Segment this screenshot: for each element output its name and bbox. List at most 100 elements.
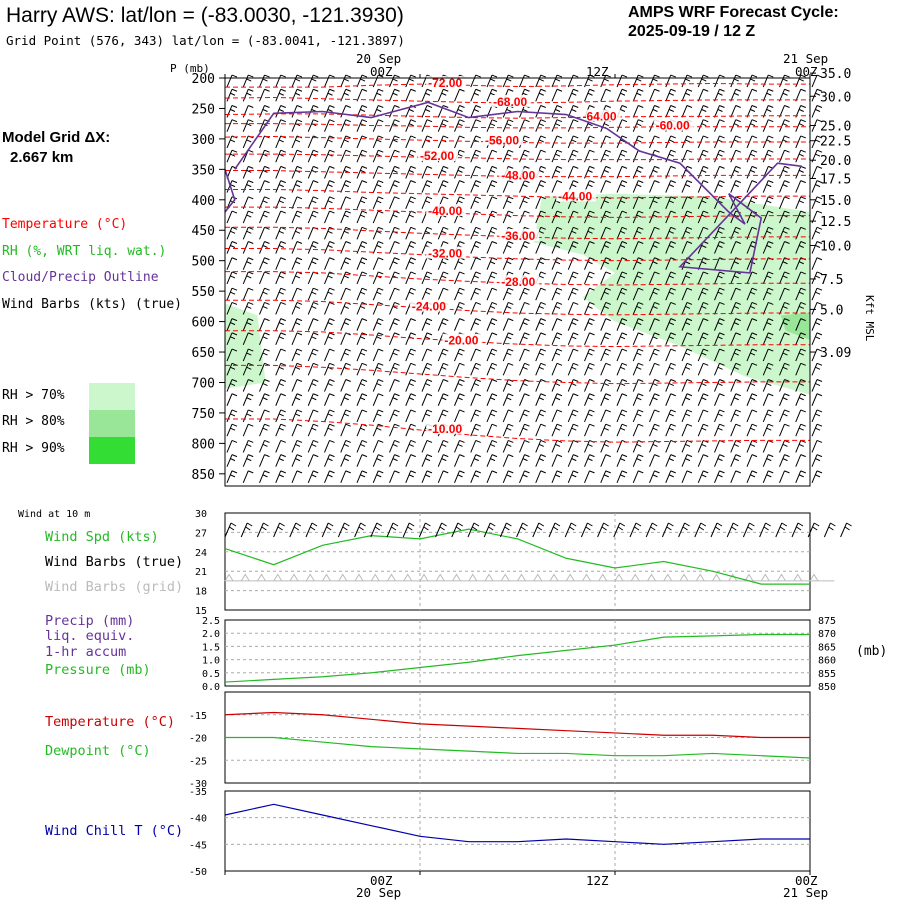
barb-staff xyxy=(324,363,330,376)
temp-panel-frame xyxy=(224,691,811,784)
barb-flag xyxy=(751,318,758,322)
barb-staff xyxy=(307,393,314,406)
barb-staff xyxy=(372,271,379,285)
barb-flag xyxy=(605,226,611,230)
wind-barb xyxy=(486,379,498,392)
barb-flag xyxy=(768,454,774,458)
barb-flag xyxy=(556,119,563,123)
barb-flag xyxy=(361,88,368,92)
barb-staff xyxy=(405,241,412,254)
wind-barb xyxy=(405,210,416,224)
label-wind-barbs-true: Wind Barbs (true) xyxy=(45,554,184,570)
barb-flag xyxy=(361,393,368,397)
wind-barb xyxy=(486,362,498,376)
barb-flag xyxy=(344,139,349,143)
barb-staff xyxy=(389,424,395,437)
barb-staff xyxy=(372,454,379,467)
wind-barb xyxy=(226,241,238,254)
wind-barb xyxy=(811,332,823,346)
precip-tick-label: 0.5 xyxy=(202,669,220,680)
barb-staff xyxy=(681,318,688,331)
barb-staff xyxy=(746,149,753,163)
barb-staff xyxy=(470,74,477,88)
barb-flag xyxy=(638,393,644,397)
barb-flag xyxy=(280,348,286,352)
barb-flag xyxy=(426,180,433,184)
wind-barb xyxy=(502,196,514,210)
wind-barb xyxy=(242,119,254,132)
wind-barb xyxy=(340,105,351,118)
barb-flag xyxy=(669,458,674,462)
barb-flag xyxy=(652,78,658,82)
pressure-tick-label: 800 xyxy=(192,437,215,452)
wind-barb xyxy=(779,318,790,331)
wind-barb xyxy=(600,332,611,346)
barb-staff xyxy=(600,379,607,392)
wind-barb xyxy=(291,318,303,331)
barb-staff xyxy=(535,363,542,376)
wind-barb xyxy=(307,271,319,285)
surface-wind-barb xyxy=(305,522,318,538)
surface-wind-barb xyxy=(483,522,496,538)
wind-barb xyxy=(242,379,254,392)
wind-barb xyxy=(649,74,660,88)
barb-flag xyxy=(376,366,382,370)
barb-flag xyxy=(768,135,774,139)
barb-staff xyxy=(632,135,639,149)
wind-barb xyxy=(730,379,741,392)
barb-flag xyxy=(768,287,774,291)
label-liq-equiv: liq. equiv. xyxy=(45,628,135,644)
wind-barb xyxy=(405,88,416,102)
barb-flag xyxy=(620,230,626,234)
barb-staff xyxy=(389,196,395,210)
barb-flag xyxy=(262,336,268,340)
barb-flag xyxy=(751,135,758,139)
barb-staff xyxy=(502,210,509,224)
wind-barb xyxy=(356,439,368,453)
barb-staff xyxy=(356,119,363,132)
barb-staff xyxy=(421,180,428,193)
barb-flag xyxy=(264,105,270,108)
wind-barb xyxy=(307,119,319,132)
barb-flag xyxy=(734,443,739,447)
barb-staff xyxy=(502,105,509,118)
barb-staff xyxy=(811,348,818,362)
barb-flag xyxy=(524,470,530,474)
barb-flag xyxy=(540,362,546,366)
wind-barb xyxy=(470,409,481,423)
barb-staff xyxy=(551,241,558,254)
wind-barb xyxy=(714,379,725,392)
wind-barb xyxy=(454,318,465,331)
barb-flag xyxy=(816,379,823,382)
barb-flag xyxy=(670,135,676,139)
wind-barb xyxy=(730,180,741,193)
barb-staff xyxy=(567,440,574,453)
wind-barb xyxy=(714,362,725,376)
barb-staff xyxy=(811,393,818,406)
wind-barb xyxy=(275,439,286,453)
barb-staff xyxy=(502,74,509,88)
wind-barb xyxy=(389,271,400,285)
barb-flag xyxy=(326,526,332,531)
barb-flag xyxy=(506,427,512,431)
barb-flag xyxy=(734,92,739,96)
barb-staff xyxy=(389,440,395,453)
wind-barb xyxy=(714,348,725,362)
barb-flag xyxy=(751,196,758,200)
barb-flag xyxy=(800,379,806,382)
barb-flag xyxy=(669,322,674,326)
barb-staff xyxy=(372,257,379,270)
barb-flag xyxy=(474,139,479,143)
wind-barb xyxy=(389,301,400,315)
barb-flag xyxy=(703,454,709,458)
barb-flag xyxy=(573,105,579,108)
barb-staff xyxy=(762,318,769,331)
barb-staff xyxy=(340,287,347,301)
barb-flag xyxy=(703,470,709,474)
barb-staff xyxy=(502,348,509,362)
barb-flag xyxy=(491,165,498,169)
wind-barb xyxy=(535,105,546,118)
barb-staff xyxy=(795,271,802,285)
barb-flag xyxy=(474,109,479,112)
barb-flag xyxy=(750,427,756,431)
